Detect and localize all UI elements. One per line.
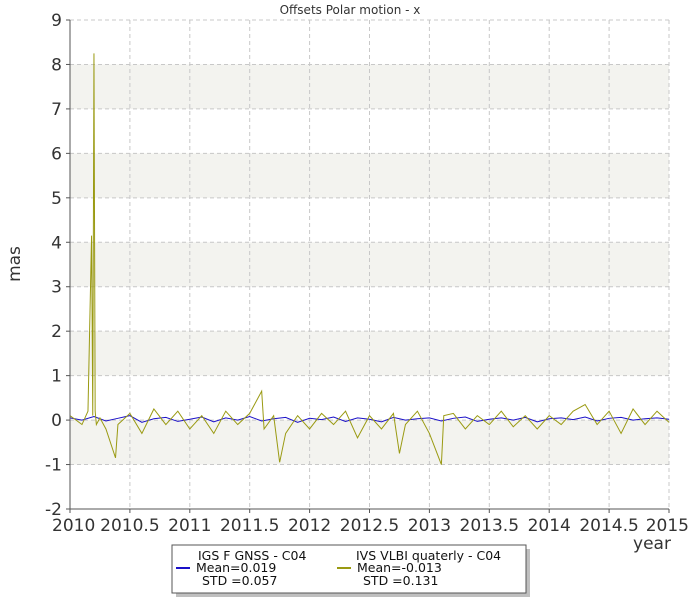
series-line-1 xyxy=(69,415,670,423)
y-tick-label: 3 xyxy=(51,278,62,298)
x-tick-label: 2011.5 xyxy=(220,516,279,536)
y-tick-label: 2 xyxy=(51,322,62,342)
x-tick-label: 2014.5 xyxy=(579,516,638,536)
y-tick-label: -1 xyxy=(45,456,62,476)
y-tick-label: 6 xyxy=(51,144,62,164)
legend-mean-series-1: Mean=0.019 xyxy=(196,560,276,575)
x-tick-label: 2010.5 xyxy=(100,516,159,536)
x-tick-label: 2011 xyxy=(168,516,211,536)
x-tick-label: 2012.5 xyxy=(340,516,399,536)
x-axis-title: year xyxy=(633,534,671,554)
y-tick-label: 8 xyxy=(51,55,62,75)
series-line-2 xyxy=(69,53,670,465)
y-tick-label: 9 xyxy=(51,11,62,31)
axes xyxy=(66,19,670,513)
legend-std-series-1: STD =0.057 xyxy=(202,573,277,588)
x-tick-label: 2010 xyxy=(52,516,95,536)
y-tick-label: 4 xyxy=(51,233,62,253)
legend: IGS F GNSS - C04 Mean=0.019 STD =0.057 I… xyxy=(171,544,530,597)
x-tick-label: 2013.5 xyxy=(460,516,519,536)
legend-name-series-2: IVS VLBI quaterly - C04 xyxy=(356,548,501,563)
y-tick-label: 5 xyxy=(51,189,62,209)
series-layer xyxy=(69,53,670,465)
y-tick-label: 7 xyxy=(51,100,62,120)
y-tick-label: 1 xyxy=(51,367,62,387)
chart-title: Offsets Polar motion - x xyxy=(280,3,421,17)
tick-labels: -2 -1 0 1 2 3 4 5 6 7 8 9 2010 2010.5 2011 2011.5 2012 20… xyxy=(45,11,689,536)
y-tick-label: 0 xyxy=(51,411,62,431)
legend-name-series-1: IGS F GNSS - C04 xyxy=(198,548,306,563)
y-tick-label: -2 xyxy=(45,500,62,520)
legend-mean-series-2: Mean=-0.013 xyxy=(357,560,442,575)
x-tick-label: 2013 xyxy=(408,516,451,536)
x-tick-label: 2015 xyxy=(646,516,689,536)
y-axis-title: mas xyxy=(5,246,25,282)
x-tick-label: 2012 xyxy=(288,516,331,536)
legend-std-series-2: STD =0.131 xyxy=(363,573,438,588)
background-bands xyxy=(70,64,669,465)
x-tick-label: 2014 xyxy=(528,516,571,536)
